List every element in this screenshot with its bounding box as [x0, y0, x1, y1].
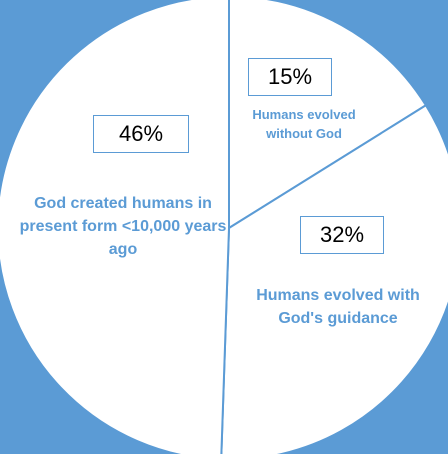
category-label: Humans evolved with God's guidance: [256, 287, 420, 328]
value-label: 15%: [248, 58, 332, 96]
category-label: God created humans in present form <10,0…: [19, 195, 227, 259]
pie-slice: [228, 0, 428, 230]
pie-slice: [220, 103, 448, 454]
category-label: Humans evolved without God: [252, 107, 356, 141]
value-label: 46%: [93, 115, 189, 153]
value-label: 32%: [300, 216, 384, 254]
pie-slice: [0, 0, 230, 454]
